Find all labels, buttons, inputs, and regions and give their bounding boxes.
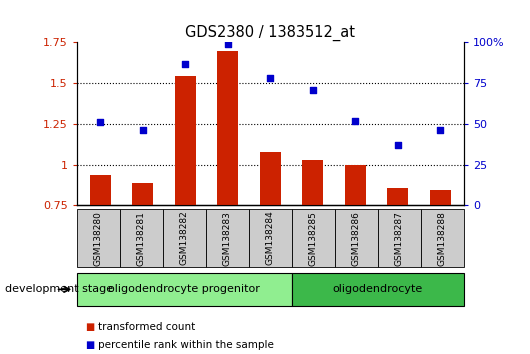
Point bbox=[394, 142, 402, 148]
Point bbox=[436, 127, 445, 133]
Text: GSM138288: GSM138288 bbox=[438, 211, 447, 266]
Text: ■: ■ bbox=[85, 340, 94, 350]
Text: transformed count: transformed count bbox=[98, 322, 195, 332]
Bar bbox=[387, 188, 409, 205]
Point bbox=[308, 87, 317, 92]
Bar bbox=[302, 160, 323, 205]
Text: development stage: development stage bbox=[5, 284, 113, 295]
Bar bbox=[175, 76, 196, 205]
Text: GSM138282: GSM138282 bbox=[180, 211, 189, 266]
Text: GSM138285: GSM138285 bbox=[309, 211, 318, 266]
Text: GSM138280: GSM138280 bbox=[94, 211, 103, 266]
Text: GSM138286: GSM138286 bbox=[352, 211, 361, 266]
Point bbox=[181, 61, 190, 67]
Title: GDS2380 / 1383512_at: GDS2380 / 1383512_at bbox=[186, 25, 355, 41]
Bar bbox=[217, 51, 238, 205]
Bar bbox=[260, 152, 281, 205]
Point bbox=[351, 118, 359, 124]
Text: oligodendrocyte progenitor: oligodendrocyte progenitor bbox=[108, 284, 260, 295]
Point bbox=[138, 127, 147, 133]
Point bbox=[224, 41, 232, 47]
Text: oligodendrocyte: oligodendrocyte bbox=[333, 284, 423, 295]
Text: percentile rank within the sample: percentile rank within the sample bbox=[98, 340, 274, 350]
Bar bbox=[430, 190, 451, 205]
Point bbox=[96, 119, 104, 125]
Point bbox=[266, 75, 275, 81]
Text: ■: ■ bbox=[85, 322, 94, 332]
Bar bbox=[132, 183, 153, 205]
Text: GSM138281: GSM138281 bbox=[137, 211, 146, 266]
Bar bbox=[344, 165, 366, 205]
Text: GSM138284: GSM138284 bbox=[266, 211, 275, 266]
Text: GSM138287: GSM138287 bbox=[395, 211, 404, 266]
Text: GSM138283: GSM138283 bbox=[223, 211, 232, 266]
Bar bbox=[90, 175, 111, 205]
